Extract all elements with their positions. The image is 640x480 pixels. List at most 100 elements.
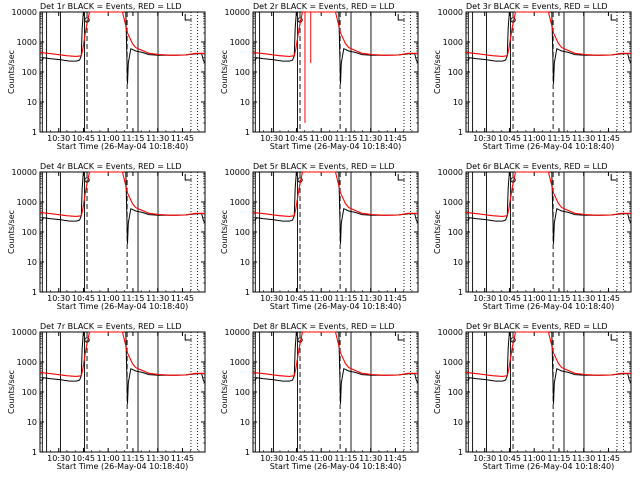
detector-panel: Det 1r BLACK = Events, RED = LLD 1 10 100 10…	[0, 0, 213, 160]
y-tick-label: 100	[22, 228, 37, 237]
y-axis-label: Counts/sec	[433, 50, 442, 94]
events-line	[40, 331, 206, 404]
lld-line	[252, 331, 418, 377]
y-tick-label: 10	[453, 258, 463, 267]
y-tick-label: 1000	[17, 38, 37, 47]
y-tick-label: 100	[22, 68, 37, 77]
events-line	[466, 331, 632, 404]
y-axis-label: Counts/sec	[220, 50, 229, 94]
y-tick-label: 1000	[230, 358, 250, 367]
y-tick-label: 100	[448, 388, 463, 397]
flag-marker	[184, 334, 192, 341]
lld-line	[465, 331, 631, 377]
panel-title: Det 2r BLACK = Events, RED = LLD	[253, 2, 395, 11]
panel-svg: Det 6r BLACK = Events, RED = LLD 1 10 100 10…	[433, 162, 632, 311]
y-tick-label: 10000	[438, 328, 463, 337]
plot-frame	[252, 331, 419, 453]
x-tick-label: 11:15	[121, 134, 144, 143]
x-tick-label: 11:45	[171, 134, 194, 143]
y-tick-label: 100	[235, 68, 250, 77]
x-tick-label: 10:45	[72, 134, 95, 143]
x-tick-label: 10:30	[260, 134, 283, 143]
flag-marker	[184, 14, 192, 21]
x-tick-label: 11:15	[547, 134, 570, 143]
x-tick-label: 11:30	[359, 294, 382, 303]
panel-svg: Det 9r BLACK = Events, RED = LLD 1 10 100 10…	[433, 322, 632, 471]
events-line	[40, 11, 206, 84]
x-tick-label: 11:00	[523, 294, 546, 303]
y-tick-label: 10000	[225, 8, 250, 17]
x-axis-label: Start Time (26-May-04 10:18:40)	[270, 462, 401, 471]
plot-frame	[252, 171, 419, 293]
y-tick-label: 100	[235, 228, 250, 237]
detector-panel: Det 7r BLACK = Events, RED = LLD 1 10 100 10…	[0, 320, 213, 480]
lld-line	[465, 171, 631, 217]
y-tick-label: 100	[448, 68, 463, 77]
x-tick-label: 10:45	[498, 134, 521, 143]
panel-svg: Det 3r BLACK = Events, RED = LLD 1 10 100 10…	[433, 2, 632, 151]
lld-line	[252, 11, 418, 57]
lld-line	[39, 331, 205, 377]
y-tick-label: 1	[458, 128, 463, 137]
x-tick-label: 11:15	[334, 454, 357, 463]
panel-title: Det 7r BLACK = Events, RED = LLD	[40, 322, 182, 331]
y-tick-label: 10	[240, 258, 250, 267]
panel-title: Det 8r BLACK = Events, RED = LLD	[253, 322, 395, 331]
x-axis-label: Start Time (26-May-04 10:18:40)	[270, 302, 401, 311]
x-tick-label: 11:30	[146, 294, 169, 303]
x-tick-label: 10:30	[473, 134, 496, 143]
y-tick-label: 1	[32, 128, 37, 137]
x-tick-label: 11:45	[597, 294, 620, 303]
panel-title: Det 9r BLACK = Events, RED = LLD	[466, 322, 608, 331]
x-tick-label: 11:30	[146, 454, 169, 463]
y-tick-label: 1	[458, 448, 463, 457]
detector-panel: Det 9r BLACK = Events, RED = LLD 1 10 100 10…	[426, 320, 639, 480]
x-tick-label: 11:45	[597, 134, 620, 143]
events-line	[253, 171, 419, 244]
detector-panel: Det 2r BLACK = Events, RED = LLD 1 10 100 10…	[213, 0, 426, 160]
detector-panel: Det 5r BLACK = Events, RED = LLD 1 10 100 10…	[213, 160, 426, 320]
y-tick-label: 10	[27, 98, 37, 107]
x-tick-label: 11:30	[146, 134, 169, 143]
y-tick-label: 1000	[443, 38, 463, 47]
panel-svg: Det 1r BLACK = Events, RED = LLD 1 10 100 10…	[7, 2, 206, 151]
x-tick-label: 11:00	[97, 294, 120, 303]
panel-title: Det 1r BLACK = Events, RED = LLD	[40, 2, 182, 11]
x-tick-label: 11:00	[523, 454, 546, 463]
panel-title: Det 3r BLACK = Events, RED = LLD	[466, 2, 608, 11]
x-tick-label: 11:15	[547, 294, 570, 303]
x-tick-label: 11:30	[572, 454, 595, 463]
events-line	[253, 331, 419, 404]
y-tick-label: 10	[240, 418, 250, 427]
x-tick-label: 10:30	[473, 294, 496, 303]
y-axis-label: Counts/sec	[220, 210, 229, 254]
panel-svg: Det 2r BLACK = Events, RED = LLD 1 10 100 10…	[220, 2, 419, 151]
events-line	[466, 171, 632, 244]
y-tick-label: 10	[27, 418, 37, 427]
events-line	[253, 11, 419, 84]
x-tick-label: 11:30	[359, 134, 382, 143]
detector-panel: Det 6r BLACK = Events, RED = LLD 1 10 100 10…	[426, 160, 639, 320]
y-axis-label: Counts/sec	[433, 210, 442, 254]
x-tick-label: 11:45	[384, 134, 407, 143]
flag-marker	[610, 174, 618, 181]
y-tick-label: 10	[453, 98, 463, 107]
y-tick-label: 10000	[225, 168, 250, 177]
x-tick-label: 10:30	[260, 454, 283, 463]
x-tick-label: 11:00	[523, 134, 546, 143]
y-tick-label: 10	[240, 98, 250, 107]
y-tick-label: 10000	[12, 328, 37, 337]
y-tick-label: 1	[245, 288, 250, 297]
y-tick-label: 1000	[443, 358, 463, 367]
x-tick-label: 11:15	[334, 294, 357, 303]
x-tick-label: 10:45	[72, 454, 95, 463]
y-tick-label: 100	[22, 388, 37, 397]
x-axis-label: Start Time (26-May-04 10:18:40)	[57, 142, 188, 151]
x-tick-label: 11:15	[121, 294, 144, 303]
x-tick-label: 10:45	[498, 454, 521, 463]
x-axis-label: Start Time (26-May-04 10:18:40)	[483, 142, 614, 151]
flag-marker	[184, 174, 192, 181]
y-tick-label: 10000	[438, 168, 463, 177]
x-tick-label: 11:15	[334, 134, 357, 143]
flag-marker	[610, 14, 618, 21]
